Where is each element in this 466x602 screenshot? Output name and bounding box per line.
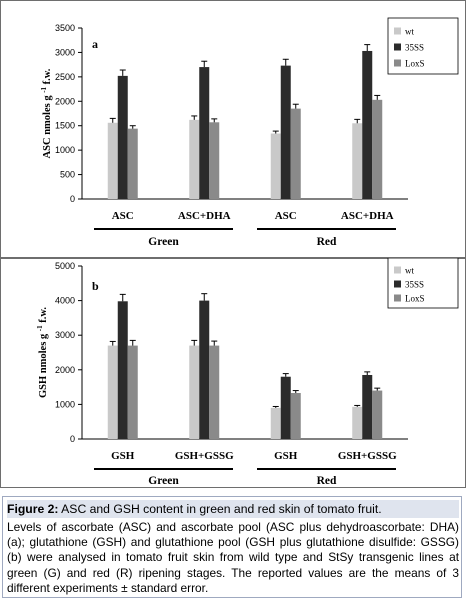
legend-swatch-35ss	[394, 280, 401, 288]
legend-swatch-wt	[394, 27, 401, 35]
bar-loxs	[290, 392, 301, 439]
legend-swatch-loxs	[394, 59, 401, 67]
group-label: Green	[148, 475, 179, 487]
y-tick-label: 5000	[55, 261, 75, 271]
category-label: ASC	[275, 210, 297, 222]
bar-wt	[189, 119, 200, 199]
bar-loxs	[209, 122, 220, 199]
bar-wt	[107, 345, 118, 439]
group-label: Green	[148, 236, 179, 248]
y-tick-label: 0	[70, 194, 75, 204]
category-label: GSH	[274, 450, 298, 462]
bar-loxs	[290, 108, 301, 199]
legend-label: 35SS	[405, 280, 424, 290]
bar-wt	[270, 133, 281, 199]
category-label: GSH+GSSG	[338, 450, 397, 462]
panel-label: b	[92, 279, 99, 293]
y-tick-label: 3500	[55, 23, 75, 33]
category-label: ASC+DHA	[178, 210, 231, 222]
y-tick-label: 2000	[55, 365, 75, 375]
legend-label: wt	[405, 27, 414, 37]
y-tick-label: 4000	[55, 296, 75, 306]
y-tick-label: 1000	[55, 399, 75, 409]
bar-wt	[107, 122, 118, 199]
legend-swatch-loxs	[394, 294, 401, 302]
caption-title-text: ASC and GSH content in green and red ski…	[58, 502, 382, 516]
category-label: ASC	[112, 210, 134, 222]
bar-loxs	[127, 345, 138, 439]
y-tick-label: 1000	[55, 145, 75, 155]
bar-35ss	[280, 376, 291, 439]
legend-swatch-35ss	[394, 43, 401, 51]
bar-wt	[189, 345, 200, 439]
legend-swatch-wt	[394, 266, 401, 274]
bar-loxs	[127, 128, 138, 199]
bar-wt	[270, 407, 281, 439]
bar-35ss	[280, 65, 291, 200]
panel-b-gsh-chart: 0 1000 2000 3000 4000 5000 GSH nmoles g -1 f.w…	[0, 258, 466, 490]
bar-loxs	[372, 99, 383, 199]
bar-35ss	[199, 300, 210, 439]
legend-label: LoxS	[405, 294, 425, 304]
group-label: Red	[317, 475, 337, 487]
category-label: GSH+GSSG	[175, 450, 234, 462]
legend-label: wt	[405, 266, 414, 276]
legend-label: 35SS	[405, 43, 424, 53]
figure-caption: Figure 2: ASC and GSH content in green a…	[2, 496, 462, 598]
caption-body: Levels of ascorbate (ASC) and ascorbate …	[7, 520, 459, 595]
bar-loxs	[372, 390, 383, 439]
y-tick-label: 2500	[55, 72, 75, 82]
y-tick-label: 3000	[55, 330, 75, 340]
bar-35ss	[362, 50, 373, 199]
y-tick-label: 0	[70, 434, 75, 444]
bar-35ss	[117, 301, 128, 439]
y-tick-label: 3000	[55, 47, 75, 57]
bar-wt	[352, 406, 363, 439]
category-label: ASC+DHA	[341, 210, 394, 222]
y-tick-label: 2000	[55, 96, 75, 106]
bar-35ss	[117, 75, 128, 199]
y-axis-label: GSH nmoles g -1 f.w.	[36, 307, 49, 398]
chart-svg: 0 1000 2000 3000 4000 5000 GSH nmoles g -1 f.w…	[0, 258, 466, 488]
panel-label: a	[92, 37, 98, 51]
bar-35ss	[199, 67, 210, 199]
bar-loxs	[209, 345, 220, 439]
caption-title-prefix: Figure 2:	[7, 502, 59, 516]
legend-label: LoxS	[405, 59, 425, 69]
y-tick-label: 1500	[55, 121, 75, 131]
panel-a-asc-chart: 0 500 1000 1500 2000 2500 3000 3500 ASC nmoles g…	[0, 0, 466, 262]
chart-svg: 0 500 1000 1500 2000 2500 3000 3500 ASC nmoles g…	[0, 0, 466, 258]
bar-wt	[352, 123, 363, 199]
group-label: Red	[317, 236, 337, 248]
caption-title: Figure 2: ASC and GSH content in green a…	[7, 500, 459, 518]
y-tick-label: 500	[60, 170, 75, 180]
category-label: GSH	[111, 450, 135, 462]
bar-35ss	[362, 374, 373, 439]
y-axis-label: ASC nmoles g -1 f.w.	[40, 68, 53, 158]
